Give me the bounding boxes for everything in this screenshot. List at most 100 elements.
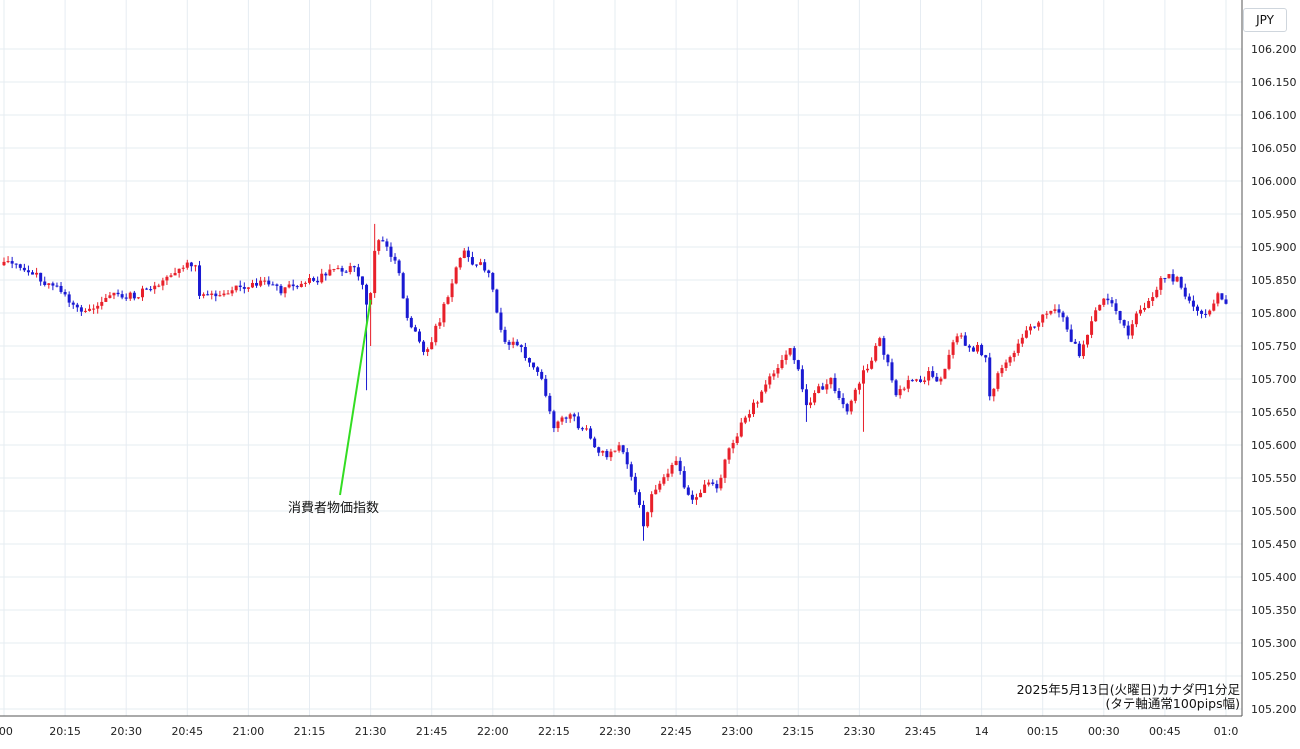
candle-body [723, 459, 727, 478]
candle-body [959, 335, 963, 337]
x-tick-label: 00:45 [1149, 725, 1181, 738]
candle [332, 268, 336, 272]
candle [1020, 333, 1024, 347]
candle-body [552, 411, 556, 429]
candle-body [625, 452, 629, 465]
candle-body [886, 354, 890, 363]
candle [283, 287, 287, 298]
candle [568, 412, 572, 423]
candle-body [279, 285, 283, 294]
candle-body [735, 436, 739, 443]
candle [613, 450, 617, 453]
candle-body [161, 280, 165, 286]
candle-body [772, 373, 776, 377]
candle-body [157, 285, 161, 287]
candle [136, 297, 140, 300]
candle [992, 387, 996, 402]
candle [340, 265, 344, 277]
candle-body [927, 371, 931, 381]
candle [1155, 286, 1159, 299]
candle-body [1167, 274, 1171, 279]
candle-body [31, 272, 35, 275]
candle [422, 340, 426, 356]
candle [731, 439, 735, 454]
candle [727, 447, 731, 464]
candle [544, 374, 548, 398]
candle [1065, 315, 1069, 333]
candle-body [682, 471, 686, 488]
candle [633, 472, 637, 495]
candle [654, 484, 658, 495]
candle [316, 276, 320, 285]
candle-body [259, 280, 263, 286]
candle-body [715, 483, 719, 489]
candle-body [527, 358, 531, 363]
candle [1220, 293, 1224, 301]
candle-body [1081, 344, 1085, 357]
candle [1098, 304, 1102, 311]
candle-body [743, 417, 747, 423]
candle [417, 328, 421, 344]
candle-body [401, 273, 405, 299]
candle [1122, 319, 1126, 329]
candle [841, 393, 845, 409]
candle [206, 290, 210, 296]
candle [609, 448, 613, 462]
candle-body [662, 477, 666, 484]
candle-body [564, 417, 568, 419]
candle-body [43, 281, 47, 285]
candle [116, 289, 120, 297]
candle-body [462, 250, 466, 259]
candle [67, 291, 71, 308]
candle [360, 276, 364, 290]
candle [454, 266, 458, 285]
candle [59, 282, 63, 294]
candle [1191, 295, 1195, 312]
candle-body [1020, 337, 1024, 344]
candle-body [866, 368, 870, 371]
candle [1130, 320, 1134, 339]
candle-body [120, 294, 124, 298]
currency-badge[interactable]: JPY [1243, 8, 1287, 32]
candle-body [397, 260, 401, 274]
candle [1224, 295, 1228, 305]
candle [694, 493, 698, 505]
candle-body [605, 450, 609, 458]
candle [776, 364, 780, 378]
candle [385, 238, 389, 251]
candle [976, 341, 980, 354]
candle [1024, 326, 1028, 339]
candle [373, 223, 377, 298]
x-tick-label: 21:45 [416, 725, 448, 738]
candle [271, 281, 275, 286]
candle-body [988, 357, 992, 397]
candle [177, 268, 181, 278]
candle [153, 281, 157, 294]
candle [536, 366, 540, 376]
candle-body [181, 267, 185, 269]
candle [14, 263, 18, 269]
candle-body [479, 262, 483, 265]
candle-body [519, 345, 523, 347]
candle-body [1175, 276, 1179, 282]
candle [495, 288, 499, 314]
candle-body [1053, 309, 1057, 311]
x-tick-label: 22:15 [538, 725, 570, 738]
candle [1073, 338, 1077, 345]
candle-body [230, 290, 234, 294]
y-tick-label: 105.600 [1251, 439, 1297, 452]
candle [328, 264, 332, 277]
candle-body [544, 378, 548, 396]
y-tick-label: 106.100 [1251, 109, 1297, 122]
candle-body [1041, 314, 1045, 323]
candle [556, 420, 560, 432]
candle [1000, 364, 1004, 377]
candle-body [1138, 309, 1142, 314]
candle [637, 489, 641, 508]
candle-body [1114, 303, 1118, 312]
candle-body [503, 329, 507, 342]
candle-body [890, 362, 894, 381]
caption-subtitle: (タテ軸通常100pips幅) [1106, 696, 1240, 711]
candle-body [35, 272, 39, 275]
candle [104, 293, 108, 303]
